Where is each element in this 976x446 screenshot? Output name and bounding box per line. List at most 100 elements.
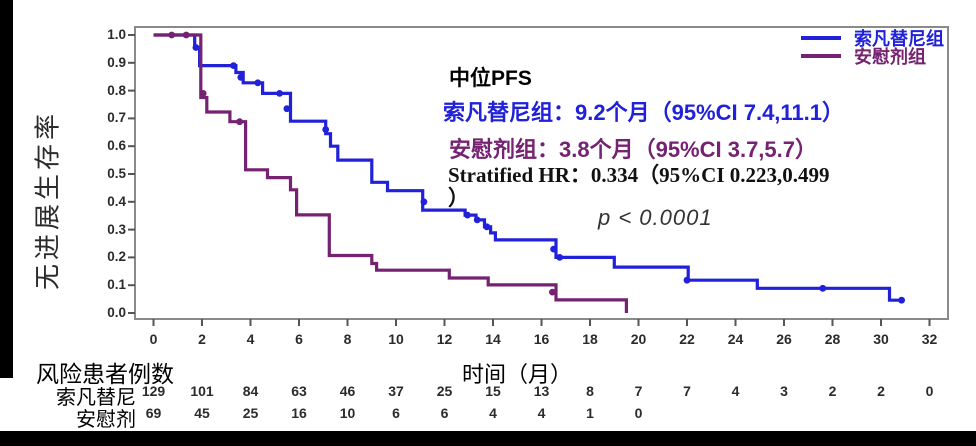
y-tick-label: 0.0 xyxy=(107,305,126,320)
legend: 索凡替尼组 安慰剂组 xyxy=(801,29,944,67)
stratified-hr-close-paren: ） xyxy=(448,186,469,210)
risk-value: 25 xyxy=(242,405,259,421)
surufatinib-censor-mark xyxy=(230,62,237,69)
x-tick-label: 16 xyxy=(533,331,550,347)
x-axis-label: 时间（月） xyxy=(462,362,573,387)
surufatinib-censor-mark xyxy=(898,296,905,304)
placebo-censor-mark xyxy=(549,288,556,296)
x-tick-label: 6 xyxy=(295,331,303,347)
risk-value: 101 xyxy=(190,383,214,399)
placebo-censor-mark xyxy=(236,118,244,126)
placebo-censor-mark xyxy=(168,31,176,39)
placebo-censor-mark xyxy=(199,90,207,97)
risk-value: 2 xyxy=(877,383,885,399)
x-tick-label: 12 xyxy=(436,331,453,347)
y-tick-label: 0.9 xyxy=(107,54,126,70)
risk-value: 25 xyxy=(436,383,453,399)
y-tick-label: 1.0 xyxy=(107,27,126,42)
surufatinib-censor-mark xyxy=(254,79,262,87)
surufatinib-censor-mark xyxy=(683,276,691,284)
surufatinib-censor-mark xyxy=(483,223,491,231)
surufatinib-censor-mark xyxy=(237,73,245,81)
risk-value: 8 xyxy=(586,383,594,399)
surufatinib-line-swatch xyxy=(801,36,841,40)
risk-value: 45 xyxy=(194,405,210,421)
x-tick-label: 4 xyxy=(246,331,255,347)
risk-value: 7 xyxy=(634,383,643,399)
placebo-median-annotation: 安慰剂组：3.8个月（95%CI 3.7,5.7） xyxy=(449,137,818,162)
y-tick-label: 0.2 xyxy=(107,249,126,265)
risk-value: 0 xyxy=(925,383,934,399)
surufatinib-censor-mark xyxy=(819,284,827,292)
risk-value: 13 xyxy=(533,383,550,399)
x-tick-label: 18 xyxy=(582,331,598,347)
y-tick-label: 0.6 xyxy=(107,138,126,154)
y-tick-label: 0.4 xyxy=(107,193,126,209)
x-tick-label: 14 xyxy=(485,331,501,347)
bottom-black-bar xyxy=(0,431,976,446)
surufatinib-median-annotation: 索凡替尼组：9.2个月（95%CI 7.4,11.1） xyxy=(443,100,845,125)
risk-value: 4 xyxy=(489,405,497,421)
y-tick-label: 0.7 xyxy=(107,110,126,126)
x-tick-label: 20 xyxy=(630,331,647,347)
risk-value: 16 xyxy=(291,405,307,421)
x-tick-label: 30 xyxy=(873,331,889,347)
x-tick-label: 0 xyxy=(149,331,158,347)
p-value-annotation: p < 0.0001 xyxy=(598,205,713,230)
x-tick-label: 26 xyxy=(776,331,792,347)
x-tick-label: 28 xyxy=(824,331,841,347)
risk-value: 3 xyxy=(780,383,788,399)
risk-value: 6 xyxy=(392,405,400,421)
risk-row-label-surufatinib: 索凡替尼 xyxy=(56,387,136,409)
risk-value: 4 xyxy=(731,383,740,399)
risk-value: 4 xyxy=(537,405,546,421)
y-tick-label: 0.5 xyxy=(107,166,126,181)
y-axis-label: 无进展生存率 xyxy=(32,109,63,291)
risk-value: 2 xyxy=(828,383,837,399)
x-tick-label: 22 xyxy=(679,331,695,347)
surufatinib-censor-mark xyxy=(556,254,564,261)
risk-value: 6 xyxy=(440,405,449,421)
risk-row-label-placebo: 安慰剂 xyxy=(76,409,136,431)
surufatinib-censor-mark xyxy=(192,44,200,51)
y-tick-label: 0.8 xyxy=(107,82,126,98)
left-black-bar xyxy=(0,0,13,378)
surufatinib-censor-mark xyxy=(420,198,428,206)
surufatinib-censor-mark xyxy=(464,211,471,219)
risk-value: 46 xyxy=(339,383,356,399)
y-tick-label: 0.1 xyxy=(107,277,126,293)
risk-value: 129 xyxy=(141,383,166,399)
legend-label-surufatinib: 索凡替尼组 xyxy=(854,29,944,49)
x-tick-label: 8 xyxy=(343,331,352,347)
surufatinib-censor-mark xyxy=(283,105,291,113)
median-pfs-title: 中位PFS xyxy=(449,67,532,90)
placebo-censor-mark xyxy=(182,31,190,39)
surufatinib-censor-mark xyxy=(276,90,283,97)
risk-value: 15 xyxy=(485,383,501,399)
placebo-line-swatch xyxy=(801,54,841,58)
risk-value: 10 xyxy=(339,405,356,421)
risk-value: 84 xyxy=(242,383,259,399)
legend-label-placebo: 安慰剂组 xyxy=(854,47,926,67)
risk-table-title: 风险患者例数 xyxy=(36,361,174,387)
risk-value: 1 xyxy=(586,405,594,421)
surufatinib-censor-mark xyxy=(550,245,557,253)
placebo-curve xyxy=(153,33,628,313)
x-tick-label: 24 xyxy=(727,331,744,347)
risk-value: 0 xyxy=(634,405,643,421)
surufatinib-censor-mark xyxy=(322,126,330,133)
stratified-hr-annotation: Stratified HR：0.334（95%CI 0.223,0.499 xyxy=(448,163,830,187)
legend-item-surufatinib: 索凡替尼组 xyxy=(801,29,944,49)
risk-value: 37 xyxy=(388,383,404,399)
y-tick-label: 0.3 xyxy=(107,221,126,237)
x-tick-label: 32 xyxy=(921,331,938,347)
x-tick-label: 2 xyxy=(198,331,206,347)
surufatinib-censor-mark xyxy=(473,216,481,224)
legend-item-placebo: 安慰剂组 xyxy=(801,47,944,67)
risk-value: 69 xyxy=(145,405,162,421)
risk-value: 7 xyxy=(683,383,691,399)
risk-value: 63 xyxy=(291,383,307,399)
x-tick-label: 10 xyxy=(388,331,404,347)
